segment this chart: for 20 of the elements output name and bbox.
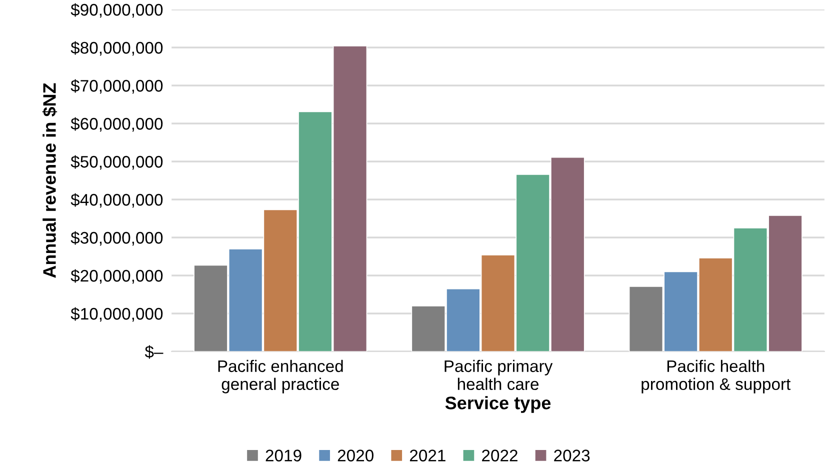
legend-label: 2022 (482, 450, 518, 462)
y-tick-label: $70,000,000 (70, 79, 163, 94)
y-tick-label: $50,000,000 (70, 155, 163, 170)
legend-label: 2021 (410, 450, 446, 462)
x-tick-label: Pacific health promotion & support (642, 360, 791, 394)
y-axis-title: Annual revenue in $NZ (42, 83, 58, 278)
y-tick-label: $10,000,000 (70, 307, 163, 322)
y-tick-label: $– (144, 345, 164, 359)
y-tick-label: $40,000,000 (70, 193, 163, 208)
x-axis-title: Service type (445, 396, 551, 413)
x-tick-label: Pacific primary health care (444, 360, 553, 390)
y-tick-label: $60,000,000 (70, 117, 163, 132)
y-tick-label: $30,000,000 (70, 231, 163, 246)
y-tick-label: $90,000,000 (70, 3, 163, 18)
legend-label: 2019 (266, 450, 302, 462)
x-tick-label: Pacific enhanced general practice (218, 360, 343, 394)
legend-label: 2023 (554, 450, 590, 462)
y-tick-label: $20,000,000 (70, 269, 163, 284)
y-tick-label: $80,000,000 (70, 41, 163, 56)
legend-label: 2020 (338, 450, 374, 462)
